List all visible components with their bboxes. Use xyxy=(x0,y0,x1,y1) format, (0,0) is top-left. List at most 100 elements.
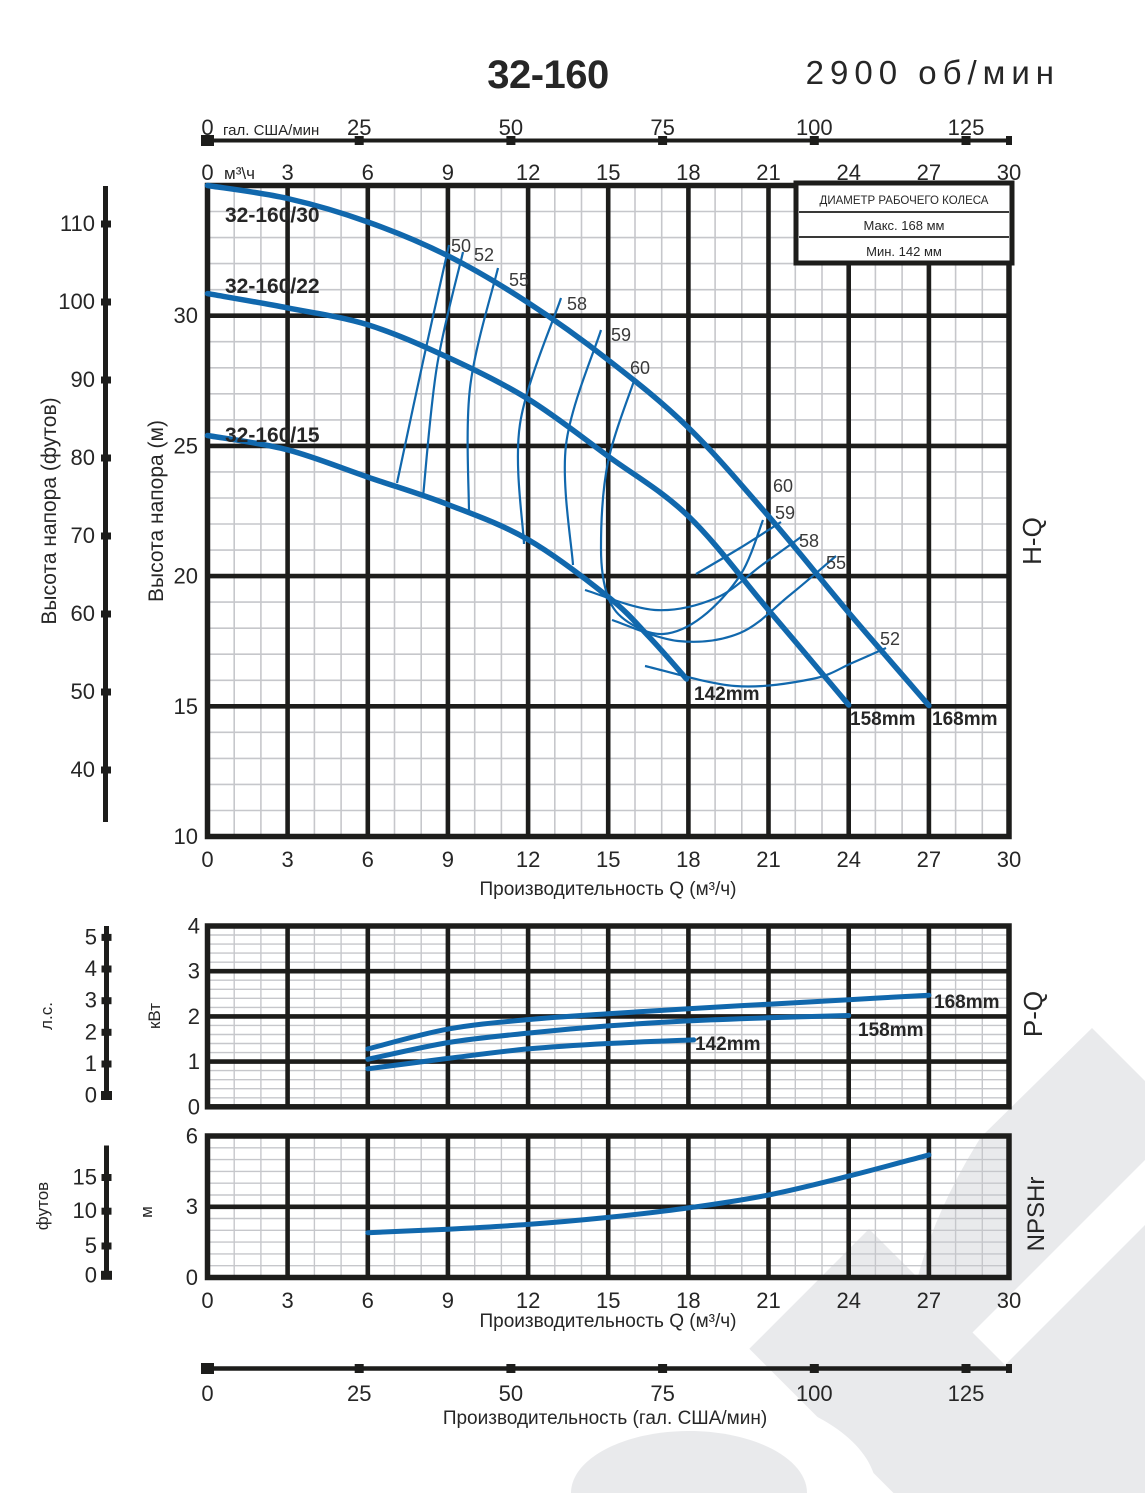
svg-text:12: 12 xyxy=(516,1288,540,1313)
svg-text:75: 75 xyxy=(650,115,674,140)
svg-text:75: 75 xyxy=(650,1381,674,1406)
svg-text:142mm: 142mm xyxy=(695,1034,761,1055)
svg-text:H-Q: H-Q xyxy=(1017,517,1047,565)
svg-text:6: 6 xyxy=(362,847,374,872)
svg-text:24: 24 xyxy=(836,160,860,185)
svg-text:3: 3 xyxy=(281,847,293,872)
svg-text:10: 10 xyxy=(73,1198,97,1223)
svg-text:158mm: 158mm xyxy=(850,709,916,730)
svg-text:25: 25 xyxy=(174,433,198,458)
svg-text:м: м xyxy=(137,1206,156,1218)
svg-text:58: 58 xyxy=(567,294,587,314)
svg-text:60: 60 xyxy=(71,601,95,626)
svg-text:24: 24 xyxy=(836,1288,860,1313)
svg-text:50: 50 xyxy=(71,679,95,704)
svg-text:P-Q: P-Q xyxy=(1018,991,1048,1037)
svg-text:52: 52 xyxy=(880,629,900,649)
svg-text:0: 0 xyxy=(85,1083,97,1108)
svg-text:32-160/22: 32-160/22 xyxy=(225,275,320,298)
svg-text:32-160/30: 32-160/30 xyxy=(225,204,320,227)
svg-text:м³\ч: м³\ч xyxy=(224,164,255,183)
svg-text:гал. США/мин: гал. США/мин xyxy=(223,122,319,139)
svg-text:21: 21 xyxy=(756,1288,780,1313)
svg-text:2: 2 xyxy=(85,1019,97,1044)
svg-text:50: 50 xyxy=(499,1381,523,1406)
svg-text:0: 0 xyxy=(201,115,213,140)
svg-text:125: 125 xyxy=(948,1381,985,1406)
svg-text:3: 3 xyxy=(85,988,97,1013)
svg-text:55: 55 xyxy=(509,270,529,290)
svg-text:18: 18 xyxy=(676,1288,700,1313)
svg-text:15: 15 xyxy=(596,1288,620,1313)
svg-text:59: 59 xyxy=(611,325,631,345)
svg-text:59: 59 xyxy=(775,503,795,523)
svg-text:60: 60 xyxy=(630,358,650,378)
svg-text:л.с.: л.с. xyxy=(37,1002,56,1030)
svg-text:110: 110 xyxy=(60,211,95,236)
svg-text:58: 58 xyxy=(799,531,819,551)
svg-text:2900 об/мин: 2900 об/мин xyxy=(806,54,1060,91)
svg-text:100: 100 xyxy=(796,1381,833,1406)
svg-text:3: 3 xyxy=(281,160,293,185)
svg-text:6: 6 xyxy=(186,1124,198,1149)
svg-text:3: 3 xyxy=(186,1194,198,1219)
svg-text:Производительность (гал. США/м: Производительность (гал. США/мин) xyxy=(443,1408,767,1429)
svg-text:55: 55 xyxy=(826,553,846,573)
svg-text:Высота напора (футов): Высота напора (футов) xyxy=(38,397,61,624)
svg-text:30: 30 xyxy=(997,1288,1021,1313)
svg-text:100: 100 xyxy=(796,115,833,140)
svg-text:30: 30 xyxy=(174,303,198,328)
svg-text:6: 6 xyxy=(362,1288,374,1313)
svg-text:Производительность Q (м³/ч): Производительность Q (м³/ч) xyxy=(480,879,737,900)
svg-text:1: 1 xyxy=(188,1049,200,1074)
svg-text:168mm: 168mm xyxy=(932,709,998,730)
svg-text:4: 4 xyxy=(85,956,97,981)
svg-text:10: 10 xyxy=(174,824,198,849)
svg-text:24: 24 xyxy=(836,847,860,872)
svg-text:футов: футов xyxy=(33,1182,52,1230)
svg-text:0: 0 xyxy=(188,1094,200,1119)
svg-text:Производительность Q (м³/ч): Производительность Q (м³/ч) xyxy=(480,1311,737,1332)
svg-text:5: 5 xyxy=(85,924,97,949)
svg-text:12: 12 xyxy=(516,847,540,872)
svg-text:50: 50 xyxy=(499,115,523,140)
svg-text:21: 21 xyxy=(756,160,780,185)
svg-text:20: 20 xyxy=(174,564,198,589)
svg-text:90: 90 xyxy=(71,367,95,392)
svg-text:21: 21 xyxy=(756,847,780,872)
svg-text:30: 30 xyxy=(997,160,1021,185)
svg-text:142mm: 142mm xyxy=(694,684,760,705)
svg-text:27: 27 xyxy=(917,847,941,872)
svg-text:0: 0 xyxy=(201,1381,213,1406)
svg-text:27: 27 xyxy=(917,1288,941,1313)
svg-text:70: 70 xyxy=(71,523,95,548)
svg-text:15: 15 xyxy=(596,847,620,872)
svg-text:15: 15 xyxy=(73,1165,97,1190)
svg-text:40: 40 xyxy=(71,757,95,782)
svg-text:6: 6 xyxy=(362,160,374,185)
svg-text:0: 0 xyxy=(85,1262,97,1287)
svg-text:15: 15 xyxy=(174,694,198,719)
svg-text:100: 100 xyxy=(58,289,95,314)
svg-text:кВт: кВт xyxy=(145,1003,164,1029)
svg-text:27: 27 xyxy=(917,160,941,185)
svg-text:ДИАМЕТР РАБОЧЕГО КОЛЕСА: ДИАМЕТР РАБОЧЕГО КОЛЕСА xyxy=(820,195,989,207)
svg-text:3: 3 xyxy=(281,1288,293,1313)
svg-text:9: 9 xyxy=(442,160,454,185)
svg-text:12: 12 xyxy=(516,160,540,185)
svg-text:168mm: 168mm xyxy=(934,992,1000,1013)
svg-text:4: 4 xyxy=(188,914,200,939)
svg-text:9: 9 xyxy=(442,1288,454,1313)
svg-text:0: 0 xyxy=(201,847,213,872)
svg-text:Мин. 142 мм: Мин. 142 мм xyxy=(866,244,942,259)
svg-text:125: 125 xyxy=(948,115,985,140)
svg-text:80: 80 xyxy=(71,445,95,470)
svg-text:25: 25 xyxy=(347,115,371,140)
svg-text:30: 30 xyxy=(997,847,1021,872)
svg-text:15: 15 xyxy=(596,160,620,185)
svg-text:NPSHr: NPSHr xyxy=(1023,1177,1050,1252)
svg-text:0: 0 xyxy=(201,160,213,185)
svg-text:Макс. 168 мм: Макс. 168 мм xyxy=(864,218,945,233)
svg-text:9: 9 xyxy=(442,847,454,872)
svg-text:32-160: 32-160 xyxy=(487,53,609,97)
